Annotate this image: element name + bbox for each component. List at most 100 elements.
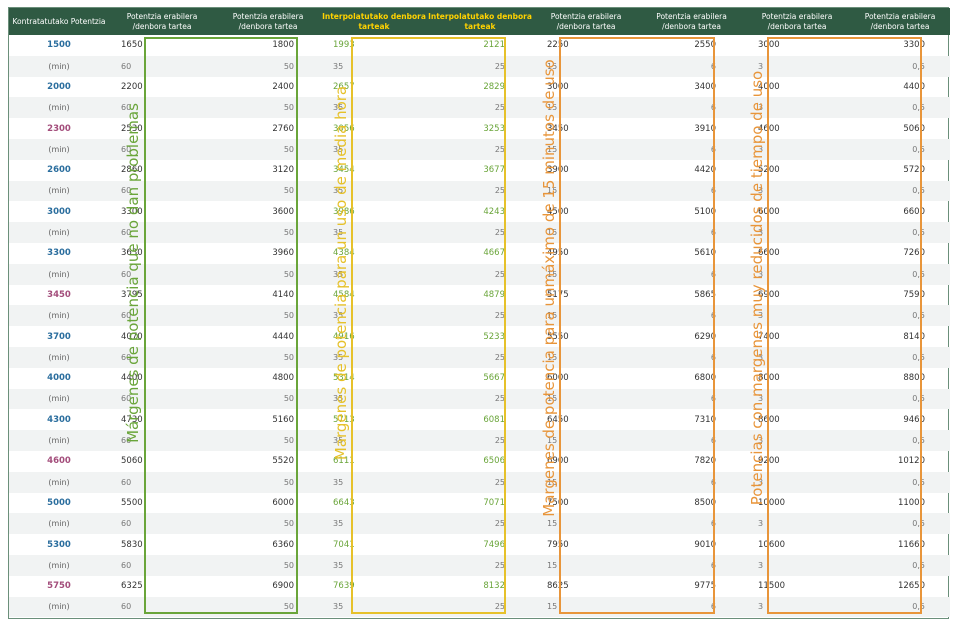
minutes-value-cell: 60 [109,180,215,202]
power-value-cell: 6506 [483,456,505,467]
minutes-value-cell: 60 [109,222,215,243]
power-value-cell: 3120 [272,165,294,176]
minutes-value-cell: 25 [427,471,533,493]
minutes-row: (min) 60 50 35 25 15 6 3 0,5 [9,305,950,327]
minutes-value-cell: 25 [427,55,533,77]
minutes-value-cell: 15 [533,97,639,119]
power-value-cell: 5060 [121,456,143,467]
minutes-value-cell: 6 [639,222,744,243]
minutes-row: (min) 60 50 35 25 15 6 3 0,5 [9,222,950,243]
power-value-cell: 8800 [903,373,925,384]
power-value-cell: 4400 [903,81,925,92]
minutes-value-cell: 6 [639,263,744,285]
contracted-power-cell: 3300 [47,248,71,259]
minutes-value-cell: 0,5 [850,430,950,451]
header-row: Kontratatutako Potentzia Potentzia erabi… [9,8,950,35]
power-value-cell: 4879 [483,289,505,300]
minutes-value-cell: 3 [744,180,850,202]
power-value-cell: 5550 [547,331,569,342]
minutes-value-cell: 0,5 [850,513,950,535]
minutes-label-cell: (min) [9,180,109,202]
power-value-cell: 6900 [547,456,569,467]
power-value-cell: 2550 [694,40,716,51]
minutes-value-cell: 35 [321,55,427,77]
minutes-value-cell: 0,5 [850,471,950,493]
power-value-cell: 6000 [272,497,294,508]
table-row: 2600 2860 3120 3454 3677 3900 4420 5200 5720 [9,160,950,181]
power-value-cell: 7639 [333,581,355,592]
power-value-cell: 5100 [694,206,716,217]
minutes-value-cell: 60 [109,97,215,119]
minutes-value-cell: 35 [321,97,427,119]
minutes-value-cell: 50 [215,388,321,410]
minutes-value-cell: 0,5 [850,263,950,285]
power-value-cell: 1800 [272,40,294,51]
minutes-value-cell: 0,5 [850,596,950,618]
minutes-label-cell: (min) [9,55,109,77]
power-value-cell: 3986 [333,206,355,217]
header-interpolated: Interpolatutako denbora tarteak [321,8,427,35]
power-value-cell: 5720 [903,165,925,176]
power-value-cell: 12650 [897,581,925,592]
minutes-value-cell: 0,5 [850,554,950,576]
minutes-value-cell: 35 [321,263,427,285]
minutes-value-cell: 6 [639,97,744,119]
power-value-cell: 3253 [483,123,505,134]
minutes-value-cell: 60 [109,305,215,327]
minutes-value-cell: 60 [109,263,215,285]
header-interpolated: Interpolatutako denbora tarteak [427,8,533,35]
minutes-value-cell: 15 [533,513,639,535]
power-value-cell: 6450 [547,414,569,425]
minutes-value-cell: 50 [215,138,321,160]
minutes-value-cell: 15 [533,55,639,77]
minutes-value-cell: 50 [215,222,321,243]
power-value-cell: 4243 [483,206,505,217]
power-value-cell: 4950 [547,248,569,259]
power-margin-table-container: Kontratatutako Potentzia Potentzia erabi… [8,7,950,619]
power-value-cell: 3795 [121,289,143,300]
header-power-usage: Potentzia erabilera /denbora tartea [744,8,850,35]
contracted-power-cell: 3000 [47,206,71,217]
power-value-cell: 6290 [694,331,716,342]
power-value-cell: 1993 [333,40,355,51]
minutes-value-cell: 25 [427,388,533,410]
table-row: 5300 5830 6360 7041 7496 7950 9010 10600 11660 [9,534,950,555]
minutes-row: (min) 60 50 35 25 15 6 3 0,5 [9,346,950,368]
power-value-cell: 3910 [694,123,716,134]
power-value-cell: 6000 [758,206,780,217]
minutes-value-cell: 6 [639,471,744,493]
power-value-cell: 8132 [483,581,505,592]
power-value-cell: 5233 [483,331,505,342]
minutes-value-cell: 60 [109,430,215,451]
power-value-cell: 11500 [758,581,786,592]
minutes-value-cell: 60 [109,138,215,160]
minutes-value-cell: 6 [639,138,744,160]
power-value-cell: 7590 [903,289,925,300]
minutes-row: (min) 60 50 35 25 15 6 3 0,5 [9,97,950,119]
table-row: 4000 4400 4800 5314 5667 6000 6800 8000 8800 [9,368,950,389]
minutes-value-cell: 35 [321,430,427,451]
minutes-value-cell: 3 [744,55,850,77]
minutes-value-cell: 35 [321,346,427,368]
power-value-cell: 9010 [694,539,716,550]
minutes-value-cell: 15 [533,471,639,493]
contracted-power-cell: 5300 [47,539,71,550]
minutes-value-cell: 6 [639,180,744,202]
contracted-power-cell: 1500 [47,40,71,51]
power-value-cell: 4730 [121,414,143,425]
minutes-label-cell: (min) [9,430,109,451]
minutes-value-cell: 0,5 [850,346,950,368]
minutes-value-cell: 3 [744,513,850,535]
minutes-label-cell: (min) [9,554,109,576]
minutes-value-cell: 3 [744,97,850,119]
minutes-value-cell: 35 [321,138,427,160]
minutes-value-cell: 25 [427,554,533,576]
minutes-value-cell: 25 [427,222,533,243]
minutes-value-cell: 35 [321,596,427,618]
minutes-value-cell: 3 [744,596,850,618]
minutes-value-cell: 3 [744,305,850,327]
minutes-value-cell: 6 [639,346,744,368]
minutes-value-cell: 35 [321,513,427,535]
power-value-cell: 5610 [694,248,716,259]
minutes-value-cell: 0,5 [850,388,950,410]
